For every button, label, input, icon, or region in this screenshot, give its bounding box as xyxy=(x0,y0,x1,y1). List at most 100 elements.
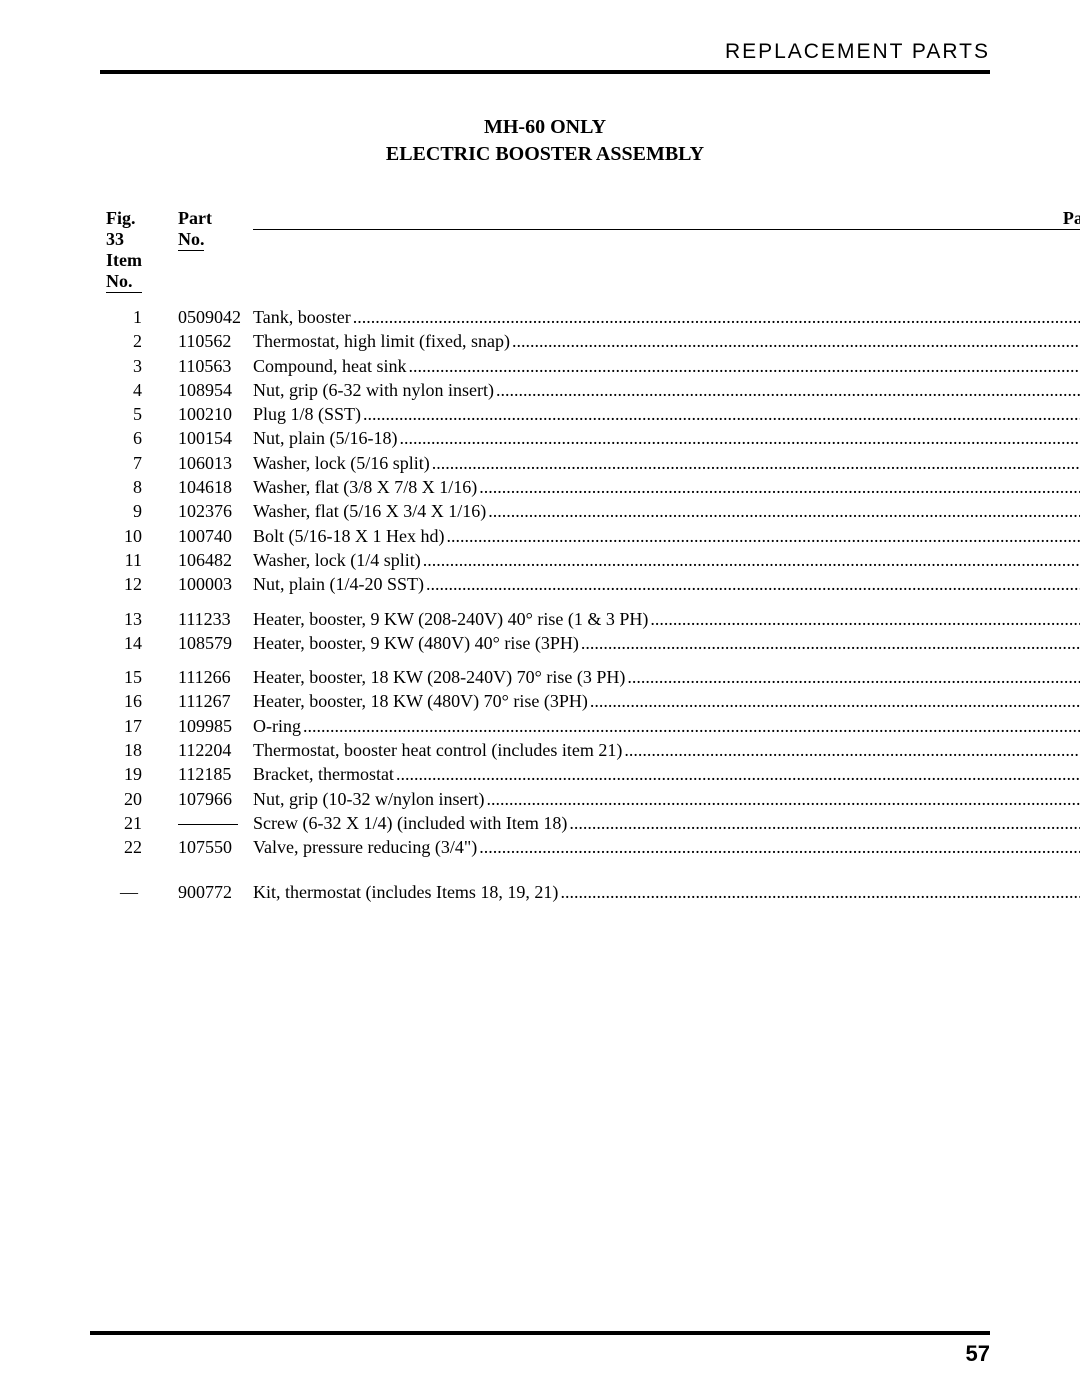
table-row: 10100740Bolt (5/16-18 X 1 Hex hd) ......… xyxy=(100,524,1080,548)
col-header-item-top: Fig. 33 xyxy=(106,208,136,249)
page-number: 57 xyxy=(90,1341,990,1367)
col-header-desc-text: Part Description xyxy=(1063,208,1080,228)
cell-part-no: 100003 xyxy=(172,572,247,596)
cell-description: Plug 1/8 (SST) .........................… xyxy=(247,402,1080,426)
parts-table: Fig. 33 Item No. Part No. Part Descripti… xyxy=(100,208,1080,904)
cell-description: O-ring .................................… xyxy=(247,714,1080,738)
table-row: 9102376Washer, flat (5/16 X 3/4 X 1/16) … xyxy=(100,499,1080,523)
cell-item-no: 18 xyxy=(100,738,172,762)
table-row: 17109985O-ring .........................… xyxy=(100,714,1080,738)
cell-description: Valve, pressure reducing (3/4") ........… xyxy=(247,835,1080,859)
top-thick-rule xyxy=(100,70,990,74)
cell-part-no: 900772 xyxy=(172,880,247,904)
cell-part-no: 108579 xyxy=(172,631,247,655)
cell-item-no: 12 xyxy=(100,572,172,596)
cell-part-no: 111266 xyxy=(172,665,247,689)
cell-part-no: 111267 xyxy=(172,689,247,713)
cell-item-no: 2 xyxy=(100,329,172,353)
cell-item-no: 7 xyxy=(100,451,172,475)
table-row: 10509042Tank, booster ..................… xyxy=(100,305,1080,329)
cell-part-no xyxy=(172,811,247,835)
cell-description: Nut, grip (10-32 w/nylon insert) .......… xyxy=(247,787,1080,811)
col-header-item-sub: Item No. xyxy=(106,250,142,293)
table-row: 14108579Heater, booster, 9 KW (480V) 40°… xyxy=(100,631,1080,655)
bottom-thick-rule xyxy=(90,1331,990,1335)
cell-part-no: 102376 xyxy=(172,499,247,523)
table-row: 15111266Heater, booster, 18 KW (208-240V… xyxy=(100,665,1080,689)
col-header-part-sub: No. xyxy=(178,229,205,251)
cell-item-no: 11 xyxy=(100,548,172,572)
cell-item-no: 10 xyxy=(100,524,172,548)
cell-description: Bracket, thermostat ....................… xyxy=(247,762,1080,786)
section-header: REPLACEMENT PARTS xyxy=(100,40,990,64)
cell-part-no: 107966 xyxy=(172,787,247,811)
table-row: 11106482Washer, lock (1/4 split) .......… xyxy=(100,548,1080,572)
cell-item-no: 19 xyxy=(100,762,172,786)
cell-description: Compound, heat sink ....................… xyxy=(247,354,1080,378)
cell-part-no: 111233 xyxy=(172,607,247,631)
cell-description: Nut, grip (6-32 with nylon insert) .....… xyxy=(247,378,1080,402)
table-header: Fig. 33 Item No. Part No. Part Descripti… xyxy=(100,208,1080,305)
table-row xyxy=(100,655,1080,665)
cell-part-no: 108954 xyxy=(172,378,247,402)
cell-description: Thermostat, booster heat control (includ… xyxy=(247,738,1080,762)
cell-part-no: 100210 xyxy=(172,402,247,426)
cell-item-no: 3 xyxy=(100,354,172,378)
cell-description: Washer, lock (1/4 split) ...............… xyxy=(247,548,1080,572)
cell-item-no: 9 xyxy=(100,499,172,523)
table-row xyxy=(100,860,1080,870)
table-row: 7106013Washer, lock (5/16 split) .......… xyxy=(100,451,1080,475)
cell-part-no: 112204 xyxy=(172,738,247,762)
title-block: MH-60 ONLY ELECTRIC BOOSTER ASSEMBLY xyxy=(100,114,990,168)
table-row: 22107550Valve, pressure reducing (3/4") … xyxy=(100,835,1080,859)
table-row: 12100003Nut, plain (1/4-20 SST) ........… xyxy=(100,572,1080,596)
col-header-desc: Part Description xyxy=(247,208,1080,295)
cell-part-no: 110563 xyxy=(172,354,247,378)
cell-part-no: 109985 xyxy=(172,714,247,738)
cell-item-no: 14 xyxy=(100,631,172,655)
table-row: 13111233Heater, booster, 9 KW (208-240V)… xyxy=(100,607,1080,631)
cell-description: Bolt (5/16-18 X 1 Hex hd) ..............… xyxy=(247,524,1080,548)
table-row xyxy=(100,870,1080,880)
table-row: 4108954Nut, grip (6-32 with nylon insert… xyxy=(100,378,1080,402)
table-row: 20107966Nut, grip (10-32 w/nylon insert)… xyxy=(100,787,1080,811)
cell-item-no: 21 xyxy=(100,811,172,835)
col-header-item: Fig. 33 Item No. xyxy=(100,208,172,295)
cell-item-no: 13 xyxy=(100,607,172,631)
table-row: —900772Kit, thermostat (includes Items 1… xyxy=(100,880,1080,904)
cell-part-no: 104618 xyxy=(172,475,247,499)
cell-description: Tank, booster ..........................… xyxy=(247,305,1080,329)
cell-item-no: — xyxy=(100,880,172,904)
cell-part-no: 100154 xyxy=(172,426,247,450)
cell-item-no: 6 xyxy=(100,426,172,450)
cell-description: Washer, flat (5/16 X 3/4 X 1/16) .......… xyxy=(247,499,1080,523)
table-row: 3110563Compound, heat sink .............… xyxy=(100,354,1080,378)
cell-part-no: 0509042 xyxy=(172,305,247,329)
cell-item-no: 22 xyxy=(100,835,172,859)
cell-item-no: 15 xyxy=(100,665,172,689)
cell-description: Heater, booster, 18 KW (480V) 70° rise (… xyxy=(247,689,1080,713)
cell-description: Kit, thermostat (includes Items 18, 19, … xyxy=(247,880,1080,904)
cell-item-no: 5 xyxy=(100,402,172,426)
cell-part-no: 110562 xyxy=(172,329,247,353)
table-row: 16111267Heater, booster, 18 KW (480V) 70… xyxy=(100,689,1080,713)
table-row: 18112204Thermostat, booster heat control… xyxy=(100,738,1080,762)
table-row xyxy=(100,597,1080,607)
cell-description: Heater, booster, 9 KW (208-240V) 40° ris… xyxy=(247,607,1080,631)
cell-part-no: 100740 xyxy=(172,524,247,548)
table-row: 19112185Bracket, thermostat ............… xyxy=(100,762,1080,786)
cell-item-no: 16 xyxy=(100,689,172,713)
cell-description: Washer, lock (5/16 split) ..............… xyxy=(247,451,1080,475)
parts-table-wrap: Fig. 33 Item No. Part No. Part Descripti… xyxy=(100,208,990,904)
title-line-1: MH-60 ONLY xyxy=(100,114,990,141)
cell-description: Nut, plain (1/4-20 SST) ................… xyxy=(247,572,1080,596)
table-row: 8104618Washer, flat (3/8 X 7/8 X 1/16) .… xyxy=(100,475,1080,499)
table-row: 2110562Thermostat, high limit (fixed, sn… xyxy=(100,329,1080,353)
table-row: 21Screw (6-32 X 1/4) (included with Item… xyxy=(100,811,1080,835)
cell-description: Thermostat, high limit (fixed, snap) ...… xyxy=(247,329,1080,353)
col-header-part-top: Part xyxy=(178,208,212,228)
cell-description: Washer, flat (3/8 X 7/8 X 1/16) ........… xyxy=(247,475,1080,499)
cell-item-no: 1 xyxy=(100,305,172,329)
table-row: 5100210Plug 1/8 (SST) ..................… xyxy=(100,402,1080,426)
cell-item-no: 8 xyxy=(100,475,172,499)
